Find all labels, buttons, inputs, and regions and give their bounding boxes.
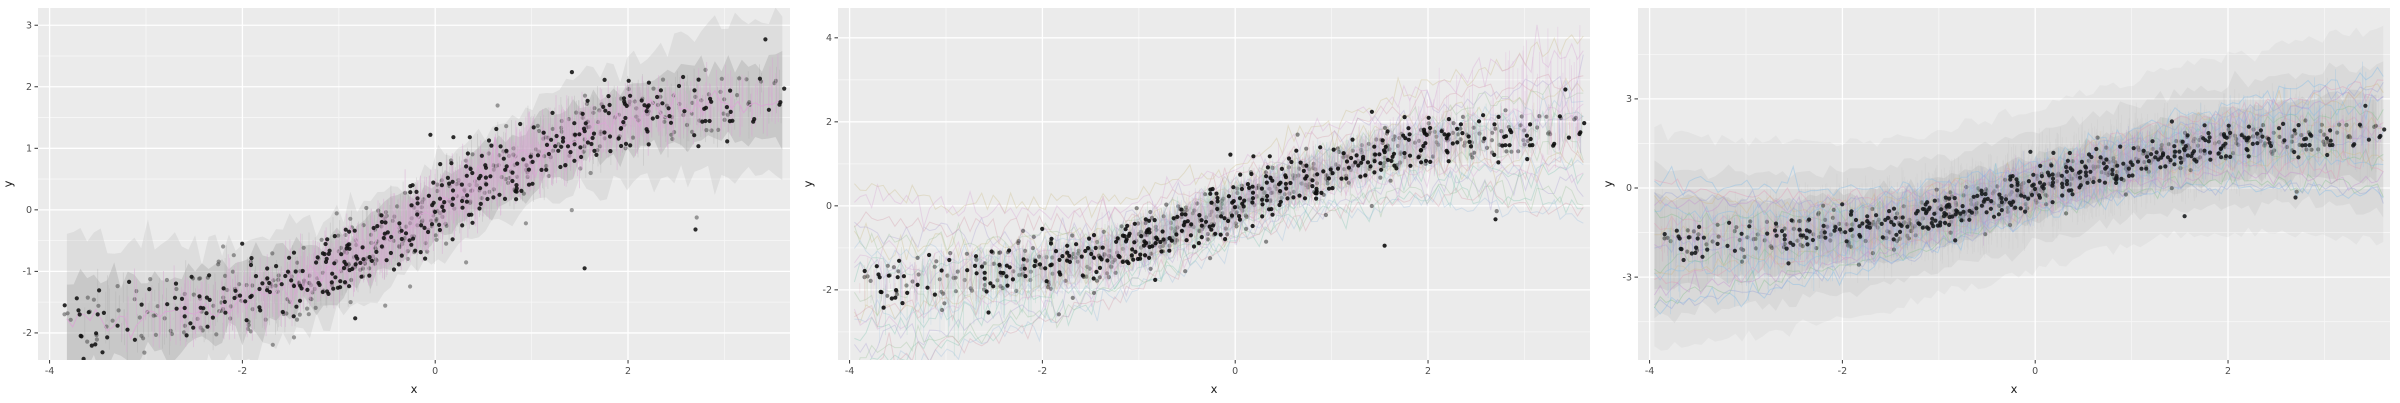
svg-text:2: 2 [1425, 366, 1431, 377]
svg-text:-3: -3 [1623, 272, 1632, 283]
scatter-fit-chart-1: -4 -2 0 2 -2 -1 0 1 2 3 x y [1, 8, 790, 396]
svg-text:-2: -2 [23, 328, 32, 339]
svg-text:1: 1 [26, 144, 32, 155]
svg-text:x: x [1211, 382, 1218, 396]
svg-text:-2: -2 [823, 285, 832, 296]
chart-panel-3: -4 -2 0 2 -3 0 3 x y [1600, 0, 2400, 403]
svg-text:2: 2 [826, 117, 832, 128]
svg-text:0: 0 [2032, 366, 2038, 377]
svg-text:x: x [411, 382, 418, 396]
svg-text:-2: -2 [1838, 366, 1847, 377]
chart-panel-1: -4 -2 0 2 -2 -1 0 1 2 3 x y [0, 0, 800, 403]
svg-text:3: 3 [1626, 94, 1632, 105]
svg-text:0: 0 [1232, 366, 1238, 377]
scatter-fit-chart-2: -4 -2 0 2 -2 0 2 4 x y [801, 8, 1590, 396]
svg-text:0: 0 [26, 205, 32, 216]
svg-text:3: 3 [26, 20, 32, 31]
svg-text:2: 2 [625, 366, 631, 377]
svg-text:2: 2 [2225, 366, 2231, 377]
scatter-fit-chart-3: -4 -2 0 2 -3 0 3 x y [1601, 8, 2390, 396]
chart-panel-2: -4 -2 0 2 -2 0 2 4 x y [800, 0, 1600, 403]
svg-text:-1: -1 [23, 267, 32, 278]
svg-text:y: y [1601, 180, 1615, 187]
svg-text:-4: -4 [1645, 366, 1654, 377]
svg-text:4: 4 [826, 33, 832, 44]
svg-text:-2: -2 [238, 366, 247, 377]
svg-text:x: x [2011, 382, 2018, 396]
svg-text:0: 0 [432, 366, 438, 377]
svg-text:2: 2 [26, 82, 32, 93]
svg-text:0: 0 [1626, 183, 1632, 194]
svg-text:y: y [1, 180, 15, 187]
svg-text:-2: -2 [1038, 366, 1047, 377]
svg-text:y: y [801, 180, 815, 187]
svg-text:-4: -4 [45, 366, 54, 377]
svg-text:0: 0 [826, 201, 832, 212]
svg-text:-4: -4 [845, 366, 854, 377]
